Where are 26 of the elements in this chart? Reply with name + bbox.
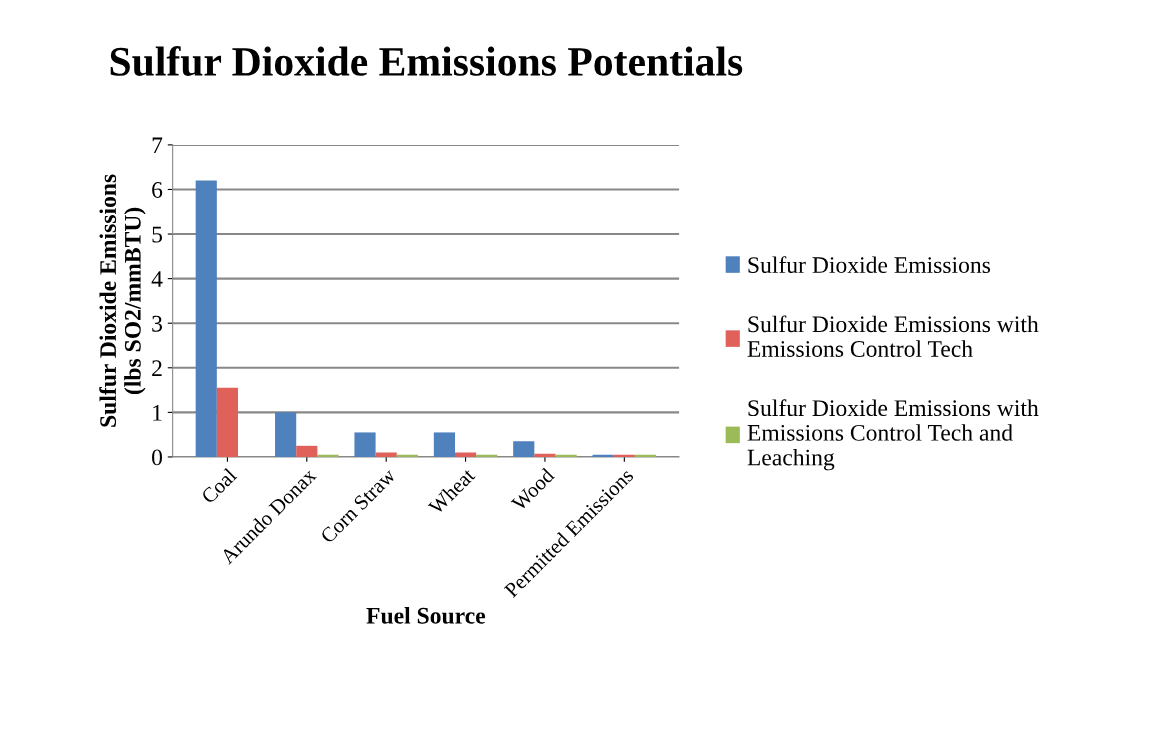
bar (433, 432, 455, 457)
bar (216, 387, 239, 457)
x-tick-label: Coal (200, 466, 238, 505)
bar (275, 412, 297, 457)
y-tick-label: 4 (151, 271, 163, 287)
bar (317, 454, 339, 457)
x-axis-title: Fuel Source (366, 607, 486, 624)
y-tick-label: 3 (152, 315, 163, 332)
bar (534, 453, 556, 457)
y-tick-label: 6 (152, 182, 163, 198)
y-tick-label: 2 (152, 360, 162, 376)
legend-label: Sulfur Dioxide Emissions with Emissions Control Tech and Leaching (747, 399, 1039, 471)
legend-label: Sulfur Dioxide Emissions (748, 256, 991, 274)
bar (375, 452, 397, 457)
bar (354, 432, 376, 457)
bar (296, 445, 318, 457)
legend-label: Sulfur Dioxide Emissions with Emissions Control Tech (747, 315, 1039, 357)
y-tick-label: 7 (152, 137, 163, 154)
bar (454, 452, 477, 457)
bar (195, 180, 217, 457)
y-tick-label: 1 (153, 404, 162, 421)
y-tick-label: 0 (152, 449, 163, 466)
y-tick-label: 5 (152, 226, 163, 243)
bar (513, 441, 535, 457)
y-axis-title: Sulfur Dioxide Emissions (lbs SO2/mmBTU) (99, 174, 146, 427)
chart-title: Sulfur Dioxide Emissions Potentials (110, 46, 743, 76)
